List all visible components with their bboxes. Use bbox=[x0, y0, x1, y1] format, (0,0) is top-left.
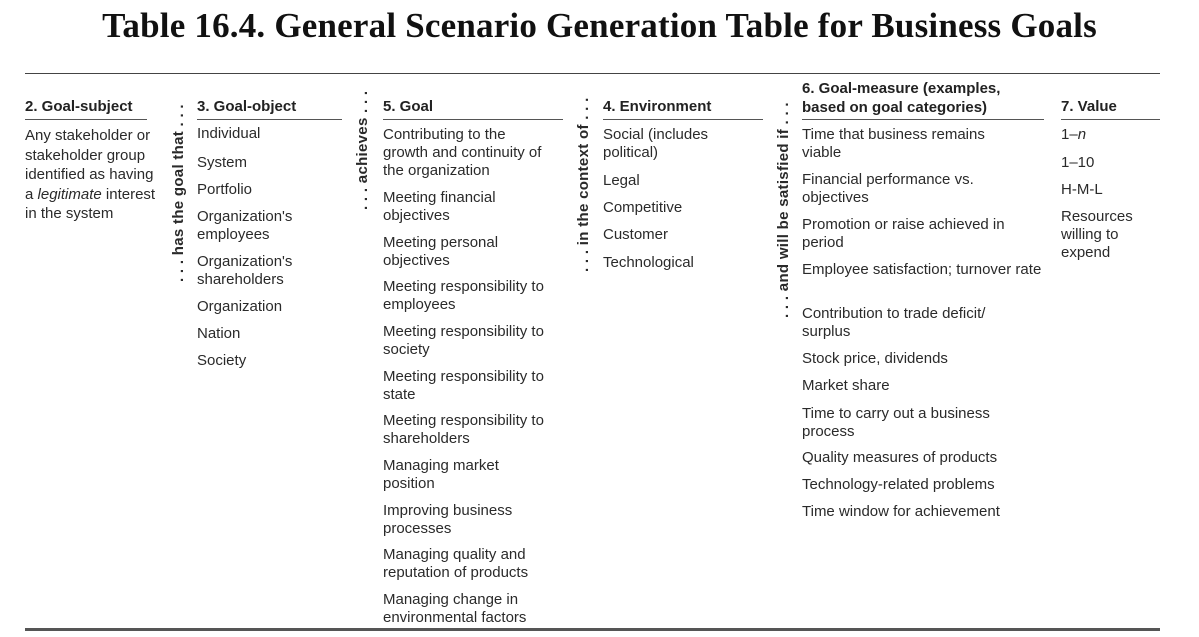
goal-object-item: System bbox=[197, 154, 248, 171]
goal-item: Meeting personal objectives bbox=[383, 234, 499, 269]
value-range-text: 1–n bbox=[1061, 126, 1087, 143]
goal-measure-item: Technology-related problems bbox=[802, 476, 995, 493]
goal-item: Meeting financial objectives bbox=[383, 189, 496, 224]
header-value: 7. Value bbox=[1061, 98, 1117, 115]
goal-measure-item: Promotion or raise achieved in period bbox=[802, 216, 1005, 251]
goal-measure-item: Time that business remains viable bbox=[802, 126, 985, 161]
environment-item: Legal bbox=[603, 172, 640, 189]
goal-measure-item: Contribution to trade deficit/ surplus bbox=[802, 305, 986, 340]
goal-object-item: Nation bbox=[197, 325, 241, 342]
value-item: 1–n bbox=[1061, 126, 1156, 144]
header-goal-measure: 6. Goal-measure (examples, based on goal… bbox=[802, 80, 1001, 116]
goal-item: Managing change in environmental factors bbox=[383, 591, 527, 626]
goal-item: Improving business processes bbox=[383, 502, 513, 537]
environment-item: Social (includes political) bbox=[603, 126, 709, 161]
header-rule-goal-measure bbox=[802, 119, 1044, 120]
value-item: Resources willing to expend bbox=[1061, 208, 1133, 261]
connector-in-context: . . . in the context of . . . bbox=[575, 97, 592, 272]
goal-object-item: Organization's shareholders bbox=[197, 253, 293, 288]
value-range-variable: n bbox=[1077, 126, 1087, 143]
goal-measure-item: Time to carry out a business process bbox=[802, 405, 990, 440]
header-rule-environment bbox=[603, 119, 763, 120]
goal-item: Managing quality and reputation of produ… bbox=[383, 546, 529, 581]
goal-item: Meeting responsibility to society bbox=[383, 323, 544, 358]
goal-object-item: Individual bbox=[197, 125, 261, 142]
goal-measure-item: Market share bbox=[802, 377, 890, 394]
goal-subject-text: Any stakeholder or stakeholder group ide… bbox=[25, 126, 160, 224]
goal-measure-item: Quality measures of products bbox=[802, 449, 998, 466]
goal-measure-item: Stock price, dividends bbox=[802, 350, 948, 367]
goal-object-item: Organization bbox=[197, 298, 283, 315]
goal-item: Managing market position bbox=[383, 457, 499, 492]
header-rule-goal bbox=[383, 119, 563, 120]
bottom-rule bbox=[25, 628, 1160, 631]
goal-object-item: Portfolio bbox=[197, 181, 253, 198]
goal-item: Meeting responsibility to shareholders bbox=[383, 412, 544, 447]
value-item: H-M-L bbox=[1061, 181, 1103, 198]
goal-item: Contributing to the growth and continuit… bbox=[383, 126, 542, 179]
header-goal-object: 3. Goal-object bbox=[197, 98, 297, 115]
connector-has-goal: . . . has the goal that . . . bbox=[170, 104, 187, 282]
goal-measure-item: Time window for achievement bbox=[802, 503, 1000, 520]
value-item: 1–10 bbox=[1061, 154, 1095, 171]
goal-measure-item: Employee satisfaction; turnover rate bbox=[802, 261, 1042, 278]
goal-subject-text-italic: legitimate bbox=[37, 185, 102, 203]
goal-subject-text-post: interest in the system bbox=[25, 185, 156, 223]
header-rule-goal-object bbox=[197, 119, 342, 120]
connector-achieves: . . . achieves . . . bbox=[354, 90, 371, 210]
environment-item: Technological bbox=[603, 254, 694, 271]
goal-object-item: Organization's employees bbox=[197, 208, 293, 243]
table-title: Table 16.4. General Scenario Generation … bbox=[102, 6, 1097, 45]
header-goal-subject: 2. Goal-subject bbox=[25, 98, 133, 115]
goal-item: Meeting responsibility to state bbox=[383, 368, 544, 403]
goal-item: Meeting responsibility to employees bbox=[383, 278, 544, 313]
connector-satisfied-if: . . . and will be satisfied if . . . bbox=[775, 102, 792, 318]
goal-object-item: Society bbox=[197, 352, 247, 369]
goal-measure-item: Financial performance vs. objectives bbox=[802, 171, 974, 206]
goal-subject-text-pre: Any stakeholder or stakeholder group ide… bbox=[25, 127, 154, 203]
header-goal: 5. Goal bbox=[383, 98, 434, 115]
header-rule-value bbox=[1061, 119, 1160, 120]
header-environment: 4. Environment bbox=[603, 98, 712, 115]
top-rule bbox=[25, 73, 1160, 74]
environment-item: Competitive bbox=[603, 199, 683, 216]
environment-item: Customer bbox=[603, 226, 669, 243]
header-rule-goal-subject bbox=[25, 119, 147, 120]
